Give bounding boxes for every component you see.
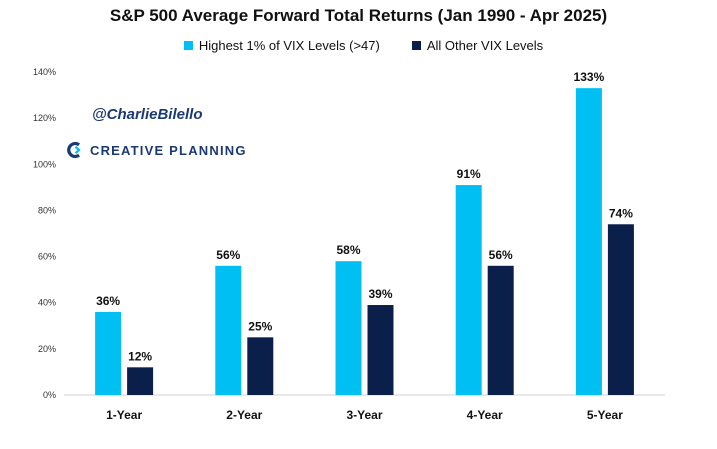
y-tick-label: 60% (38, 252, 56, 262)
bar-highest-vix (575, 88, 602, 396)
x-tick-label: 2-Year (226, 408, 262, 422)
legend-label-highest-vix: Highest 1% of VIX Levels (>47) (198, 38, 380, 53)
legend-item-other-vix: All Other VIX Levels (402, 38, 543, 53)
bar-other-vix (487, 265, 514, 395)
y-tick-label: 40% (38, 298, 56, 308)
data-label: 56% (489, 248, 513, 262)
data-label: 91% (457, 167, 481, 181)
bar-other-vix (127, 367, 154, 395)
y-tick-label: 100% (33, 159, 56, 169)
legend-label-other-vix: All Other VIX Levels (426, 38, 544, 53)
bar-other-vix (247, 337, 274, 395)
x-tick-label: 1-Year (106, 408, 142, 422)
data-label: 74% (609, 206, 633, 220)
y-tick-label: 140% (33, 67, 56, 77)
data-label: 58% (336, 243, 360, 257)
bar-highest-vix (215, 265, 242, 395)
bar-other-vix (367, 305, 394, 395)
x-tick-label: 4-Year (467, 408, 503, 422)
data-label: 36% (96, 294, 120, 308)
chart-legend: Highest 1% of VIX Levels (>47) All Other… (0, 38, 717, 53)
y-tick-label: 120% (33, 113, 56, 123)
brand-watermark: CREATIVE PLANNING (66, 141, 247, 159)
y-tick-label: 80% (38, 205, 56, 215)
data-label: 39% (368, 287, 392, 301)
legend-swatch-other-vix (411, 41, 421, 50)
x-tick-label: 5-Year (587, 408, 623, 422)
y-tick-label: 0% (43, 390, 56, 400)
data-label: 133% (574, 70, 605, 84)
data-label: 12% (128, 349, 152, 363)
bar-other-vix (607, 224, 634, 395)
data-label: 25% (248, 319, 272, 333)
x-tick-label: 3-Year (346, 408, 382, 422)
creative-planning-logo-icon (67, 141, 81, 159)
data-label: 56% (216, 248, 240, 262)
author-handle: @CharlieBilello (92, 106, 203, 123)
brand-name: CREATIVE PLANNING (90, 142, 247, 158)
legend-item-highest-vix: Highest 1% of VIX Levels (>47) (174, 38, 380, 53)
bar-highest-vix (335, 261, 362, 395)
bar-highest-vix (95, 311, 122, 395)
legend-swatch-highest-vix (183, 41, 193, 50)
chart-title: S&P 500 Average Forward Total Returns (J… (109, 6, 608, 25)
y-tick-label: 20% (38, 344, 56, 354)
bar-highest-vix (455, 185, 482, 395)
